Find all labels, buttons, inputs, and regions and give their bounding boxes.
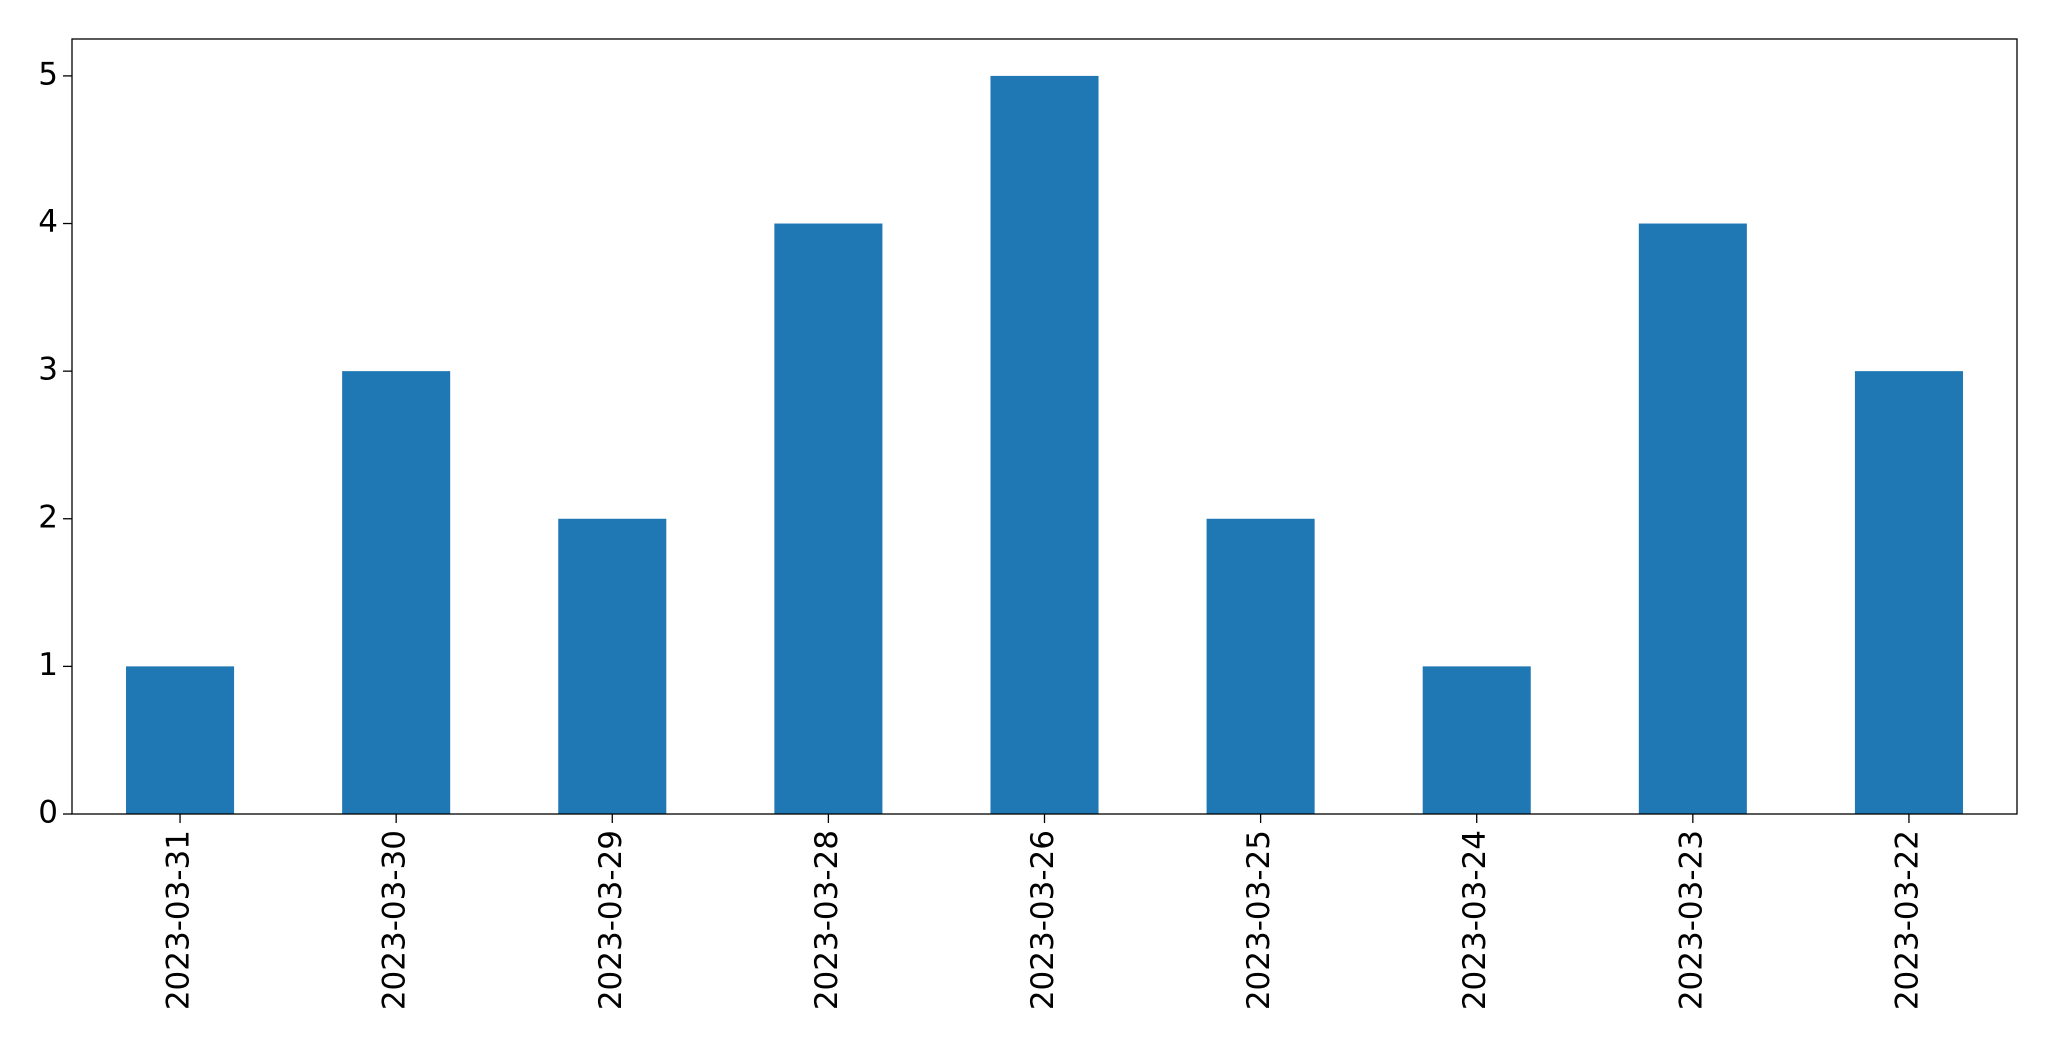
x-tick-label: 2023-03-24: [1457, 830, 1493, 1010]
bar: [1422, 666, 1531, 814]
y-tick-label: 1: [38, 647, 58, 683]
bar: [126, 666, 235, 814]
y-tick-label: 0: [38, 795, 58, 831]
x-tick-label: 2023-03-26: [1025, 830, 1061, 1010]
y-tick-label: 2: [38, 499, 58, 535]
y-tick-label: 3: [38, 352, 58, 388]
x-tick-label: 2023-03-31: [161, 830, 197, 1010]
y-tick-label: 4: [38, 204, 58, 240]
bar: [990, 75, 1099, 814]
bar: [774, 223, 883, 814]
x-tick-label: 2023-03-28: [809, 830, 845, 1010]
bar: [1854, 371, 1963, 814]
plot-frame: [71, 38, 2018, 815]
x-tick-label: 2023-03-29: [593, 830, 629, 1010]
bar: [342, 371, 451, 814]
x-tick-label: 2023-03-30: [377, 830, 413, 1010]
x-tick-label: 2023-03-25: [1241, 830, 1277, 1010]
bar: [1638, 223, 1747, 814]
y-tick-label: 5: [38, 56, 58, 92]
bar: [1206, 518, 1315, 814]
x-tick-label: 2023-03-22: [1889, 830, 1925, 1010]
x-tick-label: 2023-03-23: [1673, 830, 1709, 1010]
bar: [558, 518, 667, 814]
